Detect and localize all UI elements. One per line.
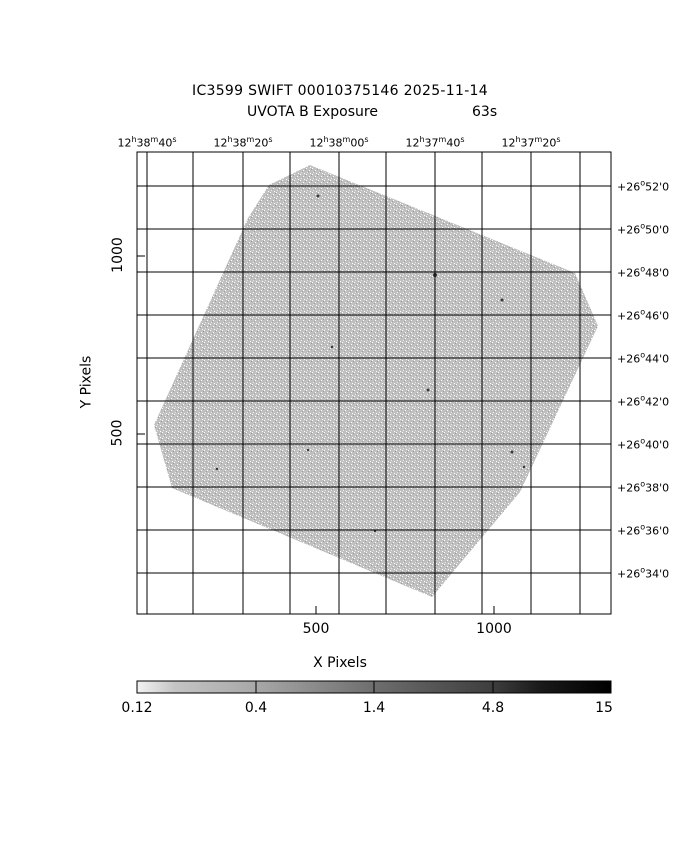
x-tick-label: 1000 — [476, 621, 512, 637]
dec-label: +26o34'0 — [617, 565, 670, 581]
ra-label: 12h37m20s — [501, 135, 561, 150]
colorbar-tick-label: 0.12 — [121, 700, 153, 716]
ra-label: 12h38m20s — [213, 135, 273, 150]
coordinate-grid — [137, 152, 611, 614]
dec-label: +26o52'0 — [617, 178, 670, 194]
dec-label: +26o50'0 — [617, 221, 670, 237]
pixel-axis-ticks — [137, 255, 495, 614]
dec-label: +26o42'0 — [617, 393, 670, 409]
exposure-value: 63s — [472, 104, 498, 120]
dec-label: +26o40'0 — [617, 436, 670, 452]
y-axis-label: Y Pixels — [78, 355, 95, 409]
exposure-footprint — [154, 165, 598, 597]
y-tick-label: 500 — [109, 419, 126, 447]
colorbar — [136, 680, 612, 694]
x-axis-label: X Pixels — [313, 655, 367, 671]
dec-label: +26o46'0 — [617, 307, 670, 323]
colorbar-tick-label: 15 — [595, 700, 613, 716]
dec-label: +26o44'0 — [617, 350, 670, 366]
dec-label: +26o36'0 — [617, 522, 670, 538]
ra-label: 12h38m40s — [117, 135, 177, 150]
y-tick-label: 1000 — [109, 237, 126, 273]
colorbar-tick-label: 0.4 — [244, 700, 268, 716]
x-tick-label: 500 — [302, 621, 330, 637]
colorbar-tick-label: 4.8 — [481, 700, 505, 716]
plot-frame — [136, 151, 612, 615]
source-dots — [215, 194, 526, 533]
ra-label: 12h38m00s — [309, 135, 369, 150]
dec-label: +26o38'0 — [617, 479, 670, 495]
colorbar-tick-label: 1.4 — [362, 700, 386, 716]
plot-title: IC3599 SWIFT 00010375146 2025-11-14 — [192, 83, 488, 99]
exposure-label: UVOTA B Exposure — [247, 104, 378, 120]
dec-label: +26o48'0 — [617, 264, 670, 280]
ra-label: 12h37m40s — [405, 135, 465, 150]
